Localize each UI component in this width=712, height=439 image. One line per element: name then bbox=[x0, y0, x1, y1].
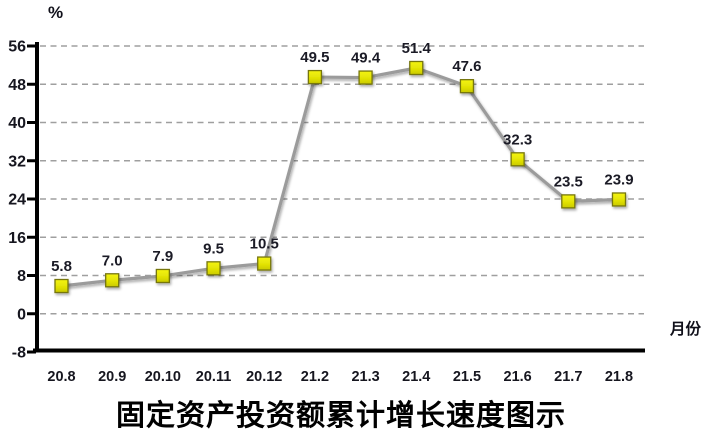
x-tick-label: 21.8 bbox=[605, 369, 633, 385]
y-axis-tick bbox=[27, 350, 36, 354]
data-point-marker bbox=[510, 152, 525, 167]
y-axis-line bbox=[35, 42, 39, 352]
x-tick-label: 21.5 bbox=[453, 369, 481, 385]
y-tick-label: 48 bbox=[8, 77, 26, 94]
data-point-marker bbox=[358, 70, 373, 85]
data-point-marker bbox=[54, 278, 69, 294]
x-tick-label: 20.12 bbox=[246, 369, 282, 385]
data-point-marker bbox=[611, 192, 627, 207]
x-axis-line bbox=[33, 348, 645, 353]
data-point-marker bbox=[561, 194, 576, 209]
data-point-label: 7.9 bbox=[152, 248, 173, 265]
data-point-label: 49.5 bbox=[300, 49, 329, 66]
y-tick-label: 0 bbox=[17, 306, 26, 323]
data-point-label: 23.9 bbox=[604, 171, 633, 188]
x-tick-label: 20.8 bbox=[47, 369, 75, 385]
data-point-marker bbox=[409, 60, 424, 76]
x-tick-label: 21.3 bbox=[351, 369, 379, 385]
data-point-label: 5.8 bbox=[51, 258, 72, 275]
y-axis-tick bbox=[27, 235, 36, 239]
x-tick-label: 21.2 bbox=[301, 369, 329, 385]
y-tick-label: 24 bbox=[8, 192, 26, 209]
data-point-label: 23.5 bbox=[554, 173, 583, 190]
data-point-label: 10.5 bbox=[250, 236, 279, 253]
chart-title: 固定资产投资额累计增长速度图示 bbox=[115, 400, 566, 432]
y-axis-tick bbox=[27, 44, 36, 48]
y-tick-label: 56 bbox=[8, 39, 26, 56]
data-point-label: 47.6 bbox=[452, 58, 481, 75]
y-tick-label: 32 bbox=[8, 153, 26, 170]
x-tick-label: 20.9 bbox=[98, 369, 126, 385]
x-tick-label: 20.10 bbox=[145, 369, 181, 385]
y-axis-tick bbox=[27, 159, 36, 163]
data-point-label: 9.5 bbox=[203, 240, 224, 257]
data-point-marker bbox=[257, 256, 272, 271]
data-point-label: 51.4 bbox=[402, 40, 432, 57]
y-axis-tick bbox=[27, 197, 36, 201]
y-tick-label: 16 bbox=[8, 230, 26, 247]
y-axis-tick bbox=[27, 274, 36, 277]
data-point-marker bbox=[307, 69, 323, 85]
x-tick-label: 21.6 bbox=[504, 369, 532, 385]
data-point-label: 32.3 bbox=[503, 131, 532, 148]
data-point-marker bbox=[459, 79, 475, 94]
series-line bbox=[59, 66, 621, 288]
y-tick-label: 40 bbox=[8, 115, 26, 132]
x-tick-label: 20.11 bbox=[196, 369, 232, 385]
data-point-label: 49.4 bbox=[351, 50, 381, 67]
x-tick-label: 21.4 bbox=[402, 369, 430, 385]
y-axis-tick bbox=[27, 82, 36, 86]
y-tick-label: -8 bbox=[12, 345, 26, 362]
x-axis-title: 月份 bbox=[670, 321, 702, 338]
data-point-marker bbox=[155, 268, 171, 284]
y-axis-unit-label: % bbox=[48, 3, 64, 22]
y-axis-tick bbox=[27, 121, 36, 124]
data-point-label: 7.0 bbox=[102, 252, 123, 269]
y-axis-tick bbox=[27, 312, 36, 316]
data-point-marker bbox=[206, 261, 221, 276]
x-tick-label: 21.7 bbox=[554, 369, 582, 385]
y-tick-label: 8 bbox=[17, 268, 26, 285]
data-point-marker bbox=[105, 273, 120, 288]
